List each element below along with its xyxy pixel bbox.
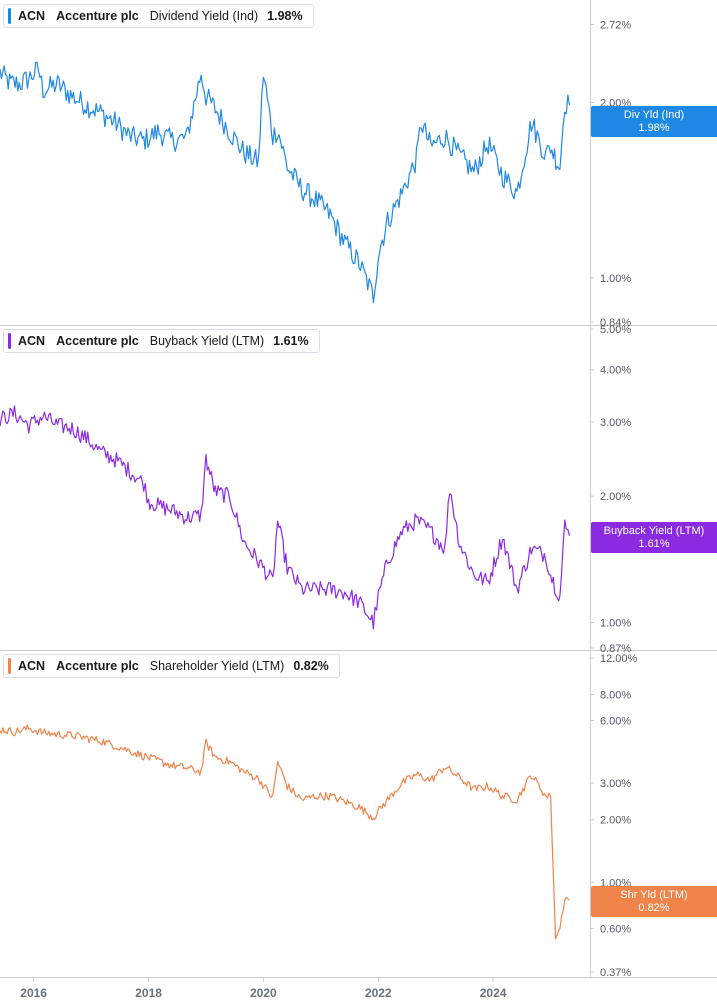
tag-label: Shr Yld (LTM) [620,888,688,901]
panel-title-dividend-yield: ACN Accenture plc Dividend Yield (Ind) 1… [3,4,314,28]
tag-label: Buyback Yield (LTM) [603,524,705,537]
y-tick-label: 5.00% [600,324,631,336]
ticker-label: ACN [18,334,46,348]
series-color-stripe [8,658,11,674]
y-tick-label: 6.00% [600,716,631,728]
series-color-stripe [8,333,11,349]
current-value-tag-dividend: Div Yld (Ind) 1.98% [591,106,717,137]
current-value-tag-buyback: Buyback Yield (LTM) 1.61% [591,522,717,553]
metric-value: 1.98% [267,9,303,23]
ticker-label: ACN [18,9,46,23]
ticker-label: ACN [18,659,46,673]
tag-label: Div Yld (Ind) [623,108,685,121]
y-tick-label: 3.00% [600,778,631,790]
series-line-0 [0,61,571,304]
x-tick-label: 2016 [20,986,47,1000]
metric-label: Buyback Yield (LTM) [149,334,265,348]
company-label: Accenture plc [56,659,139,673]
metric-label: Shareholder Yield (LTM) [149,659,285,673]
y-tick-label: 0.37% [600,967,631,979]
y-tick-label: 2.72% [600,20,631,32]
panel-title-buyback-yield: ACN Accenture plc Buyback Yield (LTM) 1.… [3,329,320,353]
panel-title-shareholder-yield: ACN Accenture plc Shareholder Yield (LTM… [3,654,340,678]
y-tick-label: 0.84% [600,317,631,329]
y-tick-label: 2.00% [600,491,631,503]
y-tick-label: 1.00% [600,273,631,285]
y-tick-label: 0.60% [600,923,631,935]
x-tick-label: 2018 [135,986,162,1000]
tag-value: 0.82% [638,901,670,914]
y-tick-label: 2.00% [600,815,631,827]
y-tick-label: 12.00% [600,653,638,665]
current-value-tag-shareholder: Shr Yld (LTM) 0.82% [591,886,717,917]
company-label: Accenture plc [56,9,139,23]
y-tick-label: 4.00% [600,365,631,377]
metric-value: 0.82% [293,659,329,673]
tag-value: 1.98% [638,121,670,134]
y-tick-label: 8.00% [600,690,631,702]
y-tick-label: 0.87% [600,643,631,655]
x-tick-label: 2024 [480,986,507,1000]
series-line-2 [0,724,570,940]
metric-label: Dividend Yield (Ind) [149,9,259,23]
metric-value: 1.61% [273,334,309,348]
x-tick-label: 2022 [365,986,392,1000]
y-tick-label: 1.00% [600,618,631,630]
series-line-1 [0,405,571,630]
company-label: Accenture plc [56,334,139,348]
series-color-stripe [8,8,11,24]
x-tick-label: 2020 [250,986,277,1000]
tag-value: 1.61% [638,537,670,550]
y-tick-label: 3.00% [600,417,631,429]
